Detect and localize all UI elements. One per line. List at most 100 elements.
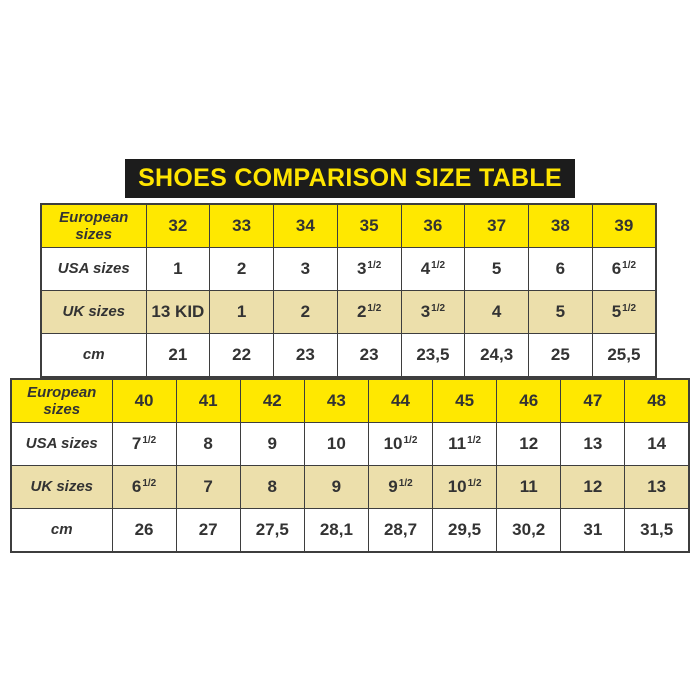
- size-table-32-39: European sizes 32 33 34 35 36 37 38 39 USA sizes 1…: [40, 203, 657, 378]
- size-cell: 31/2: [336, 247, 402, 291]
- size-cell: 7: [175, 465, 241, 509]
- size-cell: 11: [496, 465, 562, 509]
- half-fraction: 1/2: [622, 303, 637, 314]
- table-row: cm 21 22 23 23 23,5 24,3 25 25,5: [40, 333, 657, 378]
- half-fraction: 1/2: [403, 435, 418, 446]
- size-cell: 45: [432, 378, 498, 423]
- size-cell: 6: [528, 247, 593, 291]
- size-cell: 31: [560, 508, 626, 553]
- size-cell: 101/2: [432, 465, 498, 509]
- size-cell: 27,5: [239, 508, 305, 553]
- size-cell: 43: [303, 378, 369, 423]
- half-fraction: 1/2: [367, 260, 382, 271]
- size-cell: 111/2: [432, 422, 498, 466]
- row-label: cm: [10, 508, 113, 553]
- size-cell: 48: [624, 378, 690, 423]
- table-row: European sizes 32 33 34 35 36 37 38 39: [40, 203, 657, 248]
- half-fraction: 1/2: [398, 478, 413, 489]
- size-cell: 35: [336, 203, 402, 248]
- size-cell: 34: [273, 203, 338, 248]
- table-row: UK sizes 13 KID 1 2 21/2 31/2 4 5 51/2: [40, 290, 657, 334]
- half-fraction: 1/2: [431, 303, 446, 314]
- size-cell: 21: [145, 333, 211, 378]
- size-cell: 9: [239, 422, 305, 466]
- page-title: SHOES COMPARISON SIZE TABLE: [125, 159, 575, 198]
- size-cell: 33: [209, 203, 274, 248]
- size-cell: 40: [111, 378, 177, 423]
- size-cell: 38: [528, 203, 593, 248]
- half-fraction: 1/2: [367, 303, 382, 314]
- size-cell: 13: [624, 465, 690, 509]
- row-label: USA sizes: [10, 422, 113, 466]
- size-cell: 42: [239, 378, 305, 423]
- size-cell: 23,5: [400, 333, 466, 378]
- size-cell: 5: [464, 247, 529, 291]
- size-table-40-48: European sizes 40 41 42 43 44 45 46 47 48 USA size…: [10, 378, 690, 553]
- table-row: cm 26 27 27,5 28,1 28,7 29,5 30,2 31 31,5: [10, 508, 690, 553]
- size-cell: 5: [528, 290, 593, 334]
- size-cell: 61/2: [111, 465, 177, 509]
- size-cell: 21/2: [336, 290, 402, 334]
- size-cell: 46: [496, 378, 562, 423]
- size-cell: 1: [145, 247, 211, 291]
- half-fraction: 1/2: [431, 260, 446, 271]
- size-cell: 61/2: [591, 247, 657, 291]
- size-cell: 101/2: [367, 422, 434, 466]
- size-cell: 13 KID: [145, 290, 211, 334]
- half-fraction: 1/2: [622, 260, 637, 271]
- half-fraction: 1/2: [467, 435, 482, 446]
- size-cell: 24,3: [464, 333, 529, 378]
- size-cell: 13: [560, 422, 626, 466]
- half-fraction: 1/2: [467, 478, 482, 489]
- table-row: USA sizes 1 2 3 31/2 41/2 5 6 61/2: [40, 247, 657, 291]
- size-cell: 39: [591, 203, 657, 248]
- size-cell: 51/2: [591, 290, 657, 334]
- size-cell: 12: [496, 422, 562, 466]
- size-cell: 37: [464, 203, 529, 248]
- size-cell: 22: [209, 333, 274, 378]
- row-label: UK sizes: [40, 290, 147, 334]
- size-cell: 31,5: [624, 508, 690, 553]
- size-cell: 30,2: [496, 508, 562, 553]
- size-cell: 12: [560, 465, 626, 509]
- size-cell: 44: [367, 378, 434, 423]
- table-row: European sizes 40 41 42 43 44 45 46 47 48: [10, 378, 690, 423]
- row-label: USA sizes: [40, 247, 147, 291]
- size-cell: 27: [175, 508, 241, 553]
- size-cell: 25,5: [591, 333, 657, 378]
- size-cell: 2: [209, 247, 274, 291]
- row-label: European sizes: [10, 378, 113, 423]
- size-cell: 23: [336, 333, 402, 378]
- half-fraction: 1/2: [142, 478, 157, 489]
- row-label: European sizes: [40, 203, 147, 248]
- size-cell: 31/2: [400, 290, 466, 334]
- size-cell: 25: [528, 333, 593, 378]
- size-cell: 29,5: [432, 508, 498, 553]
- row-label: UK sizes: [10, 465, 113, 509]
- size-cell: 41/2: [400, 247, 466, 291]
- table-row: UK sizes 61/2 7 8 9 91/2 101/2 11 12 13: [10, 465, 690, 509]
- size-cell: 9: [303, 465, 369, 509]
- size-cell: 41: [175, 378, 241, 423]
- size-cell: 4: [464, 290, 529, 334]
- size-cell: 28,1: [303, 508, 369, 553]
- row-label: cm: [40, 333, 147, 378]
- size-cell: 71/2: [111, 422, 177, 466]
- half-fraction: 1/2: [142, 435, 157, 446]
- size-cell: 28,7: [367, 508, 434, 553]
- size-cell: 10: [303, 422, 369, 466]
- size-table-32-39-body: European sizes 32 33 34 35 36 37 38 39 USA sizes 1…: [40, 203, 657, 378]
- size-cell: 3: [273, 247, 338, 291]
- size-table-40-48-body: European sizes 40 41 42 43 44 45 46 47 48 USA size…: [10, 378, 690, 553]
- size-cell: 32: [145, 203, 211, 248]
- size-cell: 36: [400, 203, 466, 248]
- size-cell: 14: [624, 422, 690, 466]
- size-cell: 26: [111, 508, 177, 553]
- size-cell: 2: [273, 290, 338, 334]
- size-cell: 23: [273, 333, 338, 378]
- table-row: USA sizes 71/2 8 9 10 101/2 111/2 12 13 14: [10, 422, 690, 466]
- size-cell: 1: [209, 290, 274, 334]
- size-cell: 8: [239, 465, 305, 509]
- size-cell: 91/2: [367, 465, 434, 509]
- size-cell: 47: [560, 378, 626, 423]
